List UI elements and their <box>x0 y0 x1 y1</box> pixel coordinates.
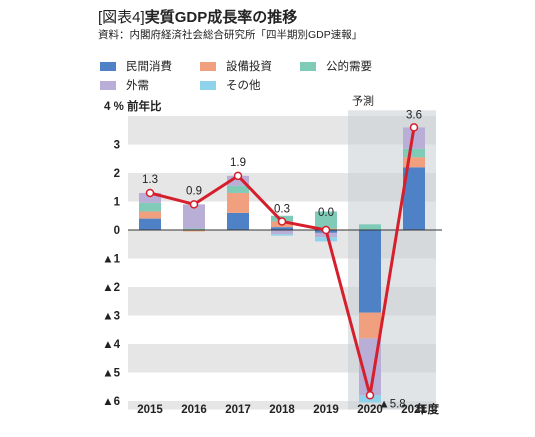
chart-title: [図表4]実質GDP成長率の推移 <box>98 6 297 27</box>
legend-swatch <box>100 80 116 90</box>
bar-segment <box>139 192 161 203</box>
legend-item: 設備投資 <box>200 58 272 74</box>
y-tick-label: ▲1 <box>102 254 120 266</box>
bar-segment <box>139 202 161 212</box>
bar-segment <box>403 127 425 149</box>
legend-item: 公的需要 <box>300 58 372 74</box>
bar-segment <box>227 175 249 186</box>
bar-segment <box>183 204 205 229</box>
line-point <box>145 188 155 198</box>
legend-label: 民間消費 <box>126 61 172 73</box>
x-tick-label: 2018 <box>269 404 295 416</box>
bar-segment <box>359 338 381 396</box>
data-label: ▲5.8 <box>378 398 405 410</box>
legend-item: 民間消費 <box>100 58 172 74</box>
grid-band <box>128 401 436 410</box>
legend-swatch <box>100 61 116 71</box>
bar-segment <box>359 230 381 313</box>
bar-segment <box>359 312 381 339</box>
bar-segment <box>403 157 425 168</box>
y-tick-label: 2 <box>114 168 120 180</box>
x-tick-label: 2017 <box>225 404 251 416</box>
x-tick-label: 2016 <box>181 404 207 416</box>
legend-swatch <box>200 61 216 71</box>
data-label: 3.6 <box>406 109 422 121</box>
bar-segment <box>183 230 205 232</box>
y-tick-label: ▲5 <box>102 368 120 380</box>
bar-segment <box>359 224 381 230</box>
data-label: 0.0 <box>318 207 334 219</box>
bar-segment <box>139 218 161 230</box>
figure-tag: [図表4] <box>98 9 145 26</box>
legend-swatch <box>200 80 216 90</box>
x-tick-label: 2015 <box>137 404 163 416</box>
legend-label: その他 <box>226 80 261 92</box>
legend-item: 外需 <box>100 77 149 93</box>
source-note: 資料：内閣府経済社会総合研究所「四半期別GDP速報」 <box>98 29 363 41</box>
legend-label: 外需 <box>126 80 149 92</box>
bar-segment <box>315 211 337 229</box>
x-tick-label: 2021 <box>401 404 427 416</box>
x-tick-label: 2019 <box>313 404 339 416</box>
y-tick-label: ▲4 <box>102 339 120 351</box>
bar-segment <box>227 192 249 213</box>
data-label: 1.9 <box>230 157 246 169</box>
bar-segment <box>271 227 293 230</box>
line-point <box>189 200 199 209</box>
chart-title-text: 実質GDP成長率の推移 <box>144 9 298 26</box>
line-point <box>321 225 331 235</box>
legend-label: 公的需要 <box>326 61 372 73</box>
bar-segment <box>139 211 161 219</box>
bar-segment <box>403 148 425 158</box>
bar-segment <box>403 167 425 230</box>
legend-label: 設備投資 <box>226 61 272 73</box>
bar-segment <box>227 212 249 230</box>
legend-item: その他 <box>200 77 261 93</box>
y-tick-label: ▲6 <box>102 396 120 408</box>
line-point <box>365 391 375 400</box>
data-label: 0.3 <box>274 203 290 215</box>
bar-segment <box>271 230 293 235</box>
line-point <box>233 171 243 181</box>
line-point <box>277 217 287 226</box>
y-tick-label: 1 <box>114 197 121 209</box>
y-tick-label: ▲3 <box>102 311 120 323</box>
y-tick-label: 3 <box>114 140 120 152</box>
bar-segment <box>315 237 337 242</box>
data-label: 0.9 <box>186 185 202 197</box>
forecast-label: 予測 <box>352 93 374 107</box>
bar-segment <box>271 234 293 236</box>
y-axis-label: 4 % 前年比 <box>104 99 162 113</box>
y-tick-label: 0 <box>114 225 120 237</box>
x-tick-label: 2020 <box>357 404 383 416</box>
line-point <box>409 123 419 132</box>
data-label: 1.3 <box>142 174 158 186</box>
y-tick-label: ▲2 <box>102 282 120 294</box>
x-unit-label: 年度 <box>416 402 439 416</box>
bar-segment <box>183 228 205 230</box>
bar-segment <box>227 185 249 193</box>
legend-swatch <box>300 61 316 71</box>
